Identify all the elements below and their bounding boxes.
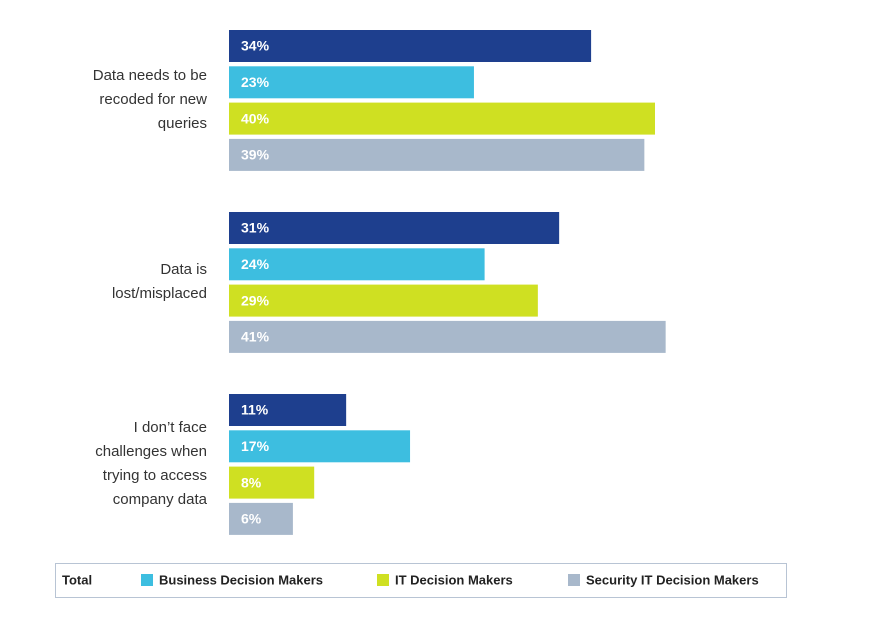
category-label: Data is lost/misplaced	[111, 261, 207, 303]
bar	[229, 430, 411, 463]
category-label: Data needs to be recoded for new queries	[92, 67, 207, 133]
value-label: 31%	[241, 220, 270, 236]
bar	[229, 30, 592, 62]
bar	[229, 466, 315, 499]
bar	[229, 102, 655, 135]
legend-swatch	[141, 574, 153, 586]
bar	[229, 320, 666, 353]
value-label: 24%	[241, 256, 270, 272]
legend-label: Business Decision Makers	[159, 572, 323, 587]
bar	[229, 502, 293, 535]
value-label: 39%	[241, 147, 270, 163]
value-label: 29%	[241, 292, 270, 308]
bar	[229, 212, 560, 244]
bar	[229, 66, 474, 99]
legend-swatch	[377, 574, 389, 586]
legend-box	[55, 563, 787, 598]
value-label: 40%	[241, 110, 270, 126]
legend-label: Security IT Decision Makers	[586, 572, 759, 587]
value-label: 8%	[241, 474, 262, 490]
value-label: 34%	[241, 38, 270, 54]
value-label: 6%	[241, 511, 262, 527]
bar	[229, 248, 485, 281]
category-label: I don’t face challenges when trying to a…	[95, 419, 207, 509]
legend-swatch	[568, 574, 580, 586]
bar	[229, 138, 645, 171]
bar	[229, 394, 347, 426]
value-label: 41%	[241, 329, 270, 345]
value-label: 11%	[241, 402, 269, 418]
value-label: 23%	[241, 74, 270, 90]
bar	[229, 284, 538, 317]
legend-label: IT Decision Makers	[395, 572, 513, 587]
value-label: 17%	[241, 438, 270, 454]
legend-label: Total	[62, 572, 92, 587]
